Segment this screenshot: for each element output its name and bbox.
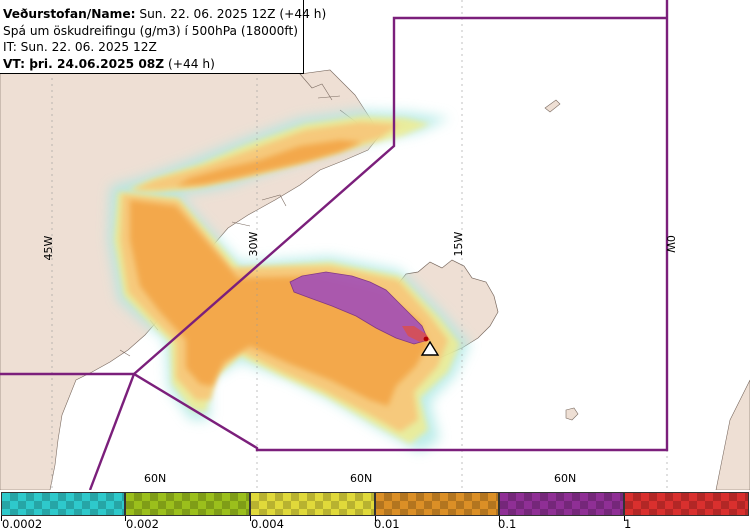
faroe-islands [565, 407, 579, 421]
legend-tickmark [624, 516, 625, 521]
latitude-label-right: 60N [554, 472, 576, 485]
info-line-2: Spá um öskudreifingu (g/m3) í 500hPa (18… [3, 23, 298, 38]
issue-time: Sun. 22. 06. 2025 12Z (+44 h) [135, 7, 327, 21]
legend-tickmark [499, 516, 500, 521]
legend-tick-label: 0.0002 [2, 517, 43, 531]
valid-time-offset: (+44 h) [164, 56, 215, 71]
legend-swatch-purple [499, 492, 624, 516]
longitude-label-0w: 0W [664, 235, 677, 253]
info-line-3: IT: Sun. 22. 06. 2025 12Z [3, 40, 157, 54]
ash-dispersion-map: 45W 30W 15W 0W 60N 60N 60N [0, 0, 750, 490]
eruption-vent-marker [423, 336, 429, 342]
ash-high-concentration [289, 271, 429, 345]
longitude-label-30w: 30W [247, 231, 260, 256]
volcano-triangle-icon [420, 340, 440, 356]
concentration-legend: 0.0002 0.002 0.004 0.01 0.1 1 [0, 490, 750, 532]
legend-tickmark [375, 516, 376, 521]
norway-coast [715, 379, 750, 490]
legend-tick-label: 0.1 [498, 517, 517, 531]
valid-time-label: VT: þri. 24.06.2025 08Z [3, 56, 165, 71]
jan-mayen [544, 99, 561, 113]
legend-swatch-red [624, 492, 749, 516]
longitude-label-15w: 15W [452, 231, 465, 256]
legend-tickmark [1, 516, 2, 521]
issuer-label: Veðurstofan/Name: [3, 7, 136, 21]
latitude-label-left: 60N [144, 472, 166, 485]
legend-swatch-cyan [1, 492, 125, 516]
legend-tick-label: 0.002 [126, 517, 159, 531]
legend-swatch-yellow [250, 492, 375, 516]
forecast-info-box: Veðurstofan/Name: Sun. 22. 06. 2025 12Z … [0, 0, 326, 74]
info-line-4: VT: þri. 24.06.2025 08Z (+44 h) [3, 56, 303, 73]
ash-peak-concentration [402, 326, 430, 342]
legend-swatch-orange [375, 492, 499, 516]
legend-tick-label: 0.01 [374, 517, 400, 531]
legend-tickmark [125, 516, 126, 521]
latitude-label-middle: 60N [350, 472, 372, 485]
legend-swatch-green [125, 492, 250, 516]
legend-tick-label: 0.004 [251, 517, 284, 531]
airspace-boundary [0, 0, 669, 490]
info-line-1: Veðurstofan/Name: Sun. 22. 06. 2025 12Z … [3, 6, 326, 23]
longitude-label-45w: 45W [42, 235, 55, 260]
ash-orange-core-layer [130, 140, 428, 406]
legend-tick-label: 1 [624, 517, 632, 531]
legend-tickmark [250, 516, 251, 521]
